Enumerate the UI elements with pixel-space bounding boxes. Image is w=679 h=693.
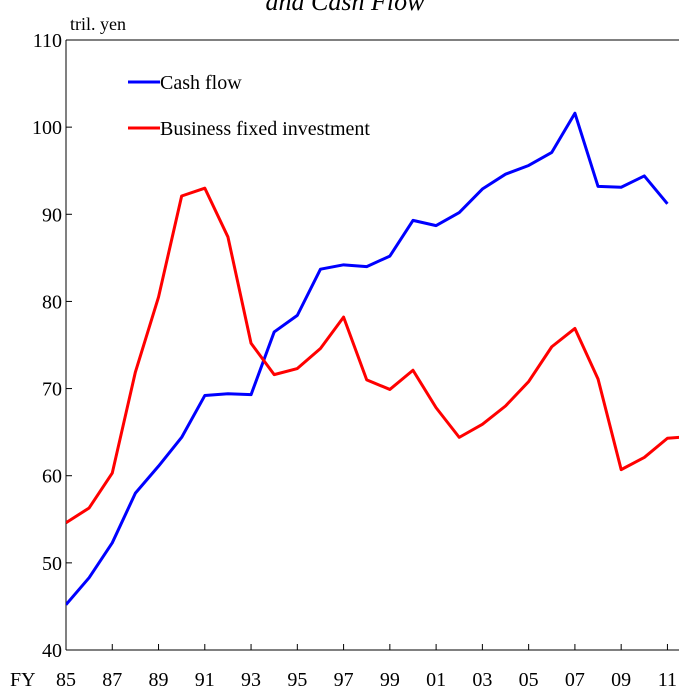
line-series	[66, 186, 679, 525]
x-tick-label: 97	[334, 669, 354, 691]
legend-label: Cash flow	[160, 72, 242, 94]
x-tick-label: 09	[611, 669, 631, 691]
chart-title: and Cash Flow	[266, 0, 426, 16]
x-tick-label: 99	[380, 669, 400, 691]
y-tick-label: 110	[33, 30, 62, 52]
line-series	[66, 111, 669, 606]
x-tick-label: 03	[472, 669, 492, 691]
y-axis-label: tril. yen	[70, 14, 126, 34]
plot-area	[66, 111, 679, 606]
x-tick-label: 95	[287, 669, 307, 691]
y-tick-label: 80	[42, 291, 62, 313]
x-tick-label: 01	[426, 669, 446, 691]
x-tick-label: 07	[565, 669, 585, 691]
x-tick-label: 11	[658, 669, 677, 691]
x-tick-label: 91	[195, 669, 215, 691]
x-tick-label: 89	[149, 669, 169, 691]
y-tick-label: 60	[42, 466, 62, 488]
legend-label: Business fixed investment	[160, 118, 370, 140]
x-tick-label: 85	[56, 669, 76, 691]
x-tick-label: 05	[519, 669, 539, 691]
y-tick-label: 40	[42, 640, 62, 662]
y-tick-label: 50	[42, 553, 62, 575]
x-axis-label: FY	[10, 669, 36, 691]
x-tick-label: 87	[102, 669, 122, 691]
y-tick-label: 90	[42, 204, 62, 226]
x-tick-label: 93	[241, 669, 261, 691]
y-tick-label: 100	[32, 117, 62, 139]
y-tick-label: 70	[42, 379, 62, 401]
